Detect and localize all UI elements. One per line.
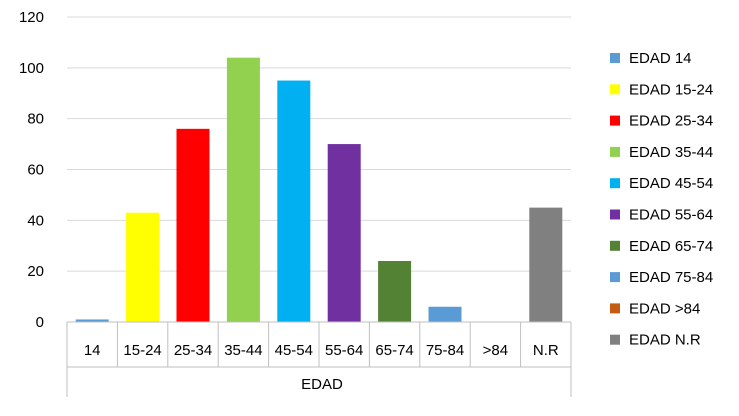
legend-label: EDAD 45-54 bbox=[629, 175, 713, 192]
legend-swatch bbox=[610, 334, 620, 345]
bar bbox=[428, 306, 462, 322]
bar bbox=[378, 261, 412, 322]
x-tick-label: 15-24 bbox=[123, 342, 161, 359]
legend-swatch bbox=[610, 115, 620, 126]
x-tick-label: 25-34 bbox=[174, 342, 212, 359]
y-tick-label: 80 bbox=[27, 111, 44, 128]
bar bbox=[176, 128, 210, 322]
legend-swatch bbox=[610, 272, 620, 283]
x-tick-label: 65-74 bbox=[375, 342, 413, 359]
legend-label: EDAD 25-34 bbox=[629, 113, 713, 130]
bar bbox=[327, 144, 361, 322]
legend-label: EDAD 15-24 bbox=[629, 81, 713, 98]
x-axis bbox=[66, 321, 572, 397]
legend-swatch bbox=[610, 209, 620, 220]
legend-swatch bbox=[610, 53, 620, 63]
x-tick-label: 75-84 bbox=[426, 342, 464, 359]
legend-swatch bbox=[610, 303, 620, 314]
y-tick-label: 100 bbox=[19, 60, 44, 77]
x-tick-label: 35-44 bbox=[224, 342, 262, 359]
legend-label: EDAD 14 bbox=[629, 50, 692, 67]
y-tick-label: 0 bbox=[36, 314, 44, 331]
x-axis-title: EDAD bbox=[301, 376, 343, 393]
x-tick-label: N.R bbox=[533, 342, 559, 359]
x-tick-label: >84 bbox=[483, 342, 508, 359]
bar bbox=[75, 319, 109, 322]
legend-swatch bbox=[610, 178, 620, 189]
x-tick-label: 55-64 bbox=[325, 342, 363, 359]
legend-label: EDAD 75-84 bbox=[629, 269, 713, 286]
y-tick-label: 60 bbox=[27, 162, 44, 179]
legend-swatch bbox=[610, 146, 620, 157]
legend-label: EDAD 55-64 bbox=[629, 207, 713, 224]
bar bbox=[126, 212, 160, 322]
x-tick-label: 45-54 bbox=[275, 342, 313, 359]
legend-swatch bbox=[610, 84, 620, 95]
y-tick-label: 40 bbox=[27, 212, 44, 229]
x-tick-label: 14 bbox=[84, 342, 101, 359]
bar bbox=[277, 80, 311, 323]
x-axis-tick-labels: 14 15-24 25-34 35-44 45-54 55-64 65-74 75-84 >84… bbox=[84, 342, 559, 359]
y-tick-label: 120 bbox=[19, 9, 44, 26]
legend-label: EDAD N.R bbox=[629, 332, 701, 349]
y-axis-ticks: 0 20 40 60 80 100 120 bbox=[19, 9, 44, 331]
bars bbox=[75, 57, 563, 323]
legend-label: EDAD 65-74 bbox=[629, 238, 713, 255]
bar bbox=[226, 57, 260, 323]
legend-label: EDAD >84 bbox=[629, 300, 700, 317]
y-tick-label: 20 bbox=[27, 263, 44, 280]
legend-label: EDAD 35-44 bbox=[629, 144, 713, 161]
legend-swatch bbox=[610, 240, 620, 251]
bar bbox=[529, 207, 563, 322]
legend: EDAD 14 EDAD 15-24 EDAD 25-34 EDAD 35-44 EDA… bbox=[610, 50, 713, 349]
